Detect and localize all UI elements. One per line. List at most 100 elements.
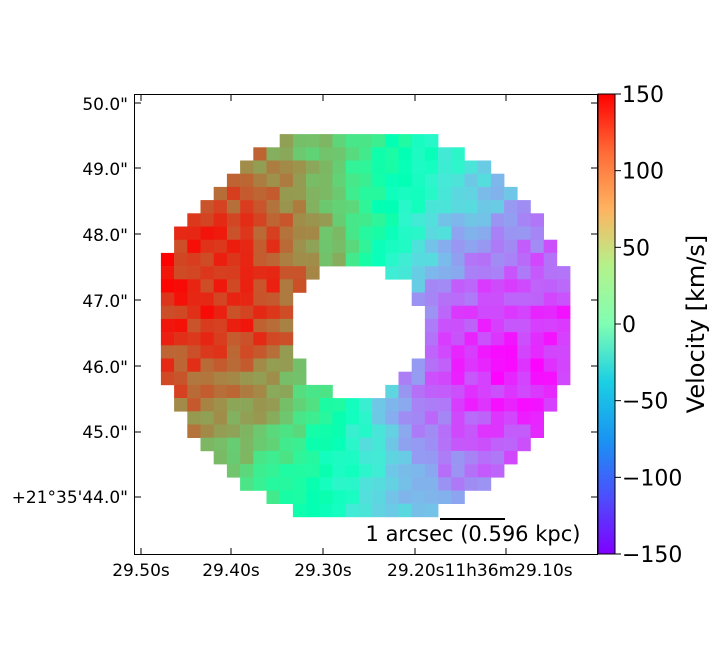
velocity-pixel bbox=[266, 266, 280, 280]
colorbar-tick-label: 100 bbox=[622, 160, 664, 185]
velocity-pixel bbox=[240, 398, 254, 412]
velocity-pixel bbox=[240, 358, 254, 372]
velocity-pixel bbox=[490, 279, 505, 293]
velocity-pixel bbox=[306, 477, 320, 491]
velocity-pixel bbox=[292, 213, 307, 227]
velocity-pixel bbox=[266, 160, 280, 174]
velocity-pixel bbox=[240, 450, 254, 465]
velocity-pixel bbox=[187, 332, 201, 346]
velocity-pixel bbox=[464, 398, 478, 412]
velocity-pixel bbox=[292, 437, 307, 452]
velocity-pixel bbox=[332, 490, 346, 504]
velocity-pixel bbox=[477, 398, 492, 412]
colorbar-title: Velocity [km/s] bbox=[682, 235, 710, 413]
velocity-pixel bbox=[398, 503, 412, 518]
velocity-pixel bbox=[504, 358, 518, 372]
velocity-pixel bbox=[490, 464, 505, 478]
velocity-pixel bbox=[332, 134, 346, 148]
velocity-pixel bbox=[372, 424, 386, 438]
velocity-pixel bbox=[451, 226, 465, 240]
velocity-pixel bbox=[451, 437, 465, 452]
velocity-pixel bbox=[464, 239, 478, 254]
velocity-pixel bbox=[438, 160, 452, 174]
velocity-pixel bbox=[240, 173, 254, 188]
velocity-pixel bbox=[477, 279, 492, 293]
velocity-pixel bbox=[292, 503, 307, 518]
velocity-pixel bbox=[279, 450, 294, 465]
velocity-pixel bbox=[266, 318, 280, 333]
velocity-pixel bbox=[477, 464, 492, 478]
velocity-pixel bbox=[345, 464, 360, 478]
velocity-pixel bbox=[240, 332, 254, 346]
velocity-pixel bbox=[372, 226, 386, 240]
velocity-pixel bbox=[292, 358, 307, 372]
velocity-pixel bbox=[174, 318, 188, 333]
velocity-pixel bbox=[504, 318, 518, 333]
velocity-pixel bbox=[438, 252, 452, 267]
velocity-pixel bbox=[556, 305, 571, 320]
velocity-pixel bbox=[477, 332, 492, 346]
velocity-pixel bbox=[160, 371, 175, 386]
velocity-pixel bbox=[226, 464, 241, 478]
velocity-pixel bbox=[451, 252, 465, 267]
velocity-pixel bbox=[279, 411, 294, 425]
velocity-pixel bbox=[517, 371, 531, 386]
velocity-pixel bbox=[253, 464, 267, 478]
velocity-pixel bbox=[240, 437, 254, 452]
velocity-pixel bbox=[279, 292, 294, 306]
velocity-pixel bbox=[174, 226, 188, 240]
scale-bar-label: 1 arcsec (0.596 kpc) bbox=[366, 522, 581, 546]
velocity-pixel bbox=[200, 292, 214, 306]
velocity-pixel bbox=[438, 239, 452, 254]
velocity-pixel bbox=[160, 332, 175, 346]
velocity-pixel bbox=[477, 266, 492, 280]
velocity-pixel bbox=[358, 213, 373, 227]
velocity-pixel bbox=[253, 160, 267, 174]
velocity-pixel bbox=[530, 292, 544, 306]
velocity-pixel bbox=[504, 213, 518, 227]
velocity-pixel bbox=[266, 226, 280, 240]
velocity-pixel bbox=[213, 186, 228, 201]
velocity-pixel bbox=[543, 266, 558, 280]
velocity-pixel bbox=[411, 503, 426, 518]
velocity-pixel bbox=[187, 398, 201, 412]
velocity-pixel bbox=[530, 332, 544, 346]
velocity-pixel bbox=[292, 450, 307, 465]
velocity-pixel bbox=[279, 186, 294, 201]
velocity-pixel bbox=[424, 411, 439, 425]
velocity-pixel bbox=[438, 384, 452, 399]
velocity-pixel bbox=[451, 266, 465, 280]
velocity-pixel bbox=[530, 384, 544, 399]
velocity-pixel bbox=[240, 279, 254, 293]
velocity-pixel bbox=[451, 200, 465, 214]
velocity-pixel bbox=[345, 490, 360, 504]
velocity-pixel bbox=[451, 477, 465, 491]
velocity-pixel bbox=[490, 252, 505, 267]
velocity-pixel bbox=[451, 450, 465, 465]
velocity-pixel bbox=[226, 173, 241, 188]
velocity-pixel bbox=[266, 305, 280, 320]
velocity-pixel bbox=[240, 345, 254, 359]
velocity-pixel bbox=[187, 384, 201, 399]
velocity-pixel bbox=[253, 147, 267, 161]
velocity-pixel bbox=[266, 345, 280, 359]
velocity-pixel bbox=[226, 239, 241, 254]
velocity-pixel bbox=[266, 384, 280, 399]
velocity-pixel bbox=[292, 134, 307, 148]
velocity-pixel bbox=[477, 345, 492, 359]
velocity-pixel bbox=[240, 266, 254, 280]
velocity-pixel bbox=[477, 358, 492, 372]
x-tick-label: 29.50s bbox=[112, 561, 170, 581]
velocity-pixel bbox=[174, 358, 188, 372]
velocity-pixel bbox=[266, 398, 280, 412]
velocity-pixel bbox=[490, 186, 505, 201]
velocity-pixel bbox=[292, 398, 307, 412]
velocity-pixel bbox=[332, 450, 346, 465]
velocity-pixel bbox=[292, 477, 307, 491]
velocity-pixel bbox=[358, 226, 373, 240]
velocity-pixel bbox=[332, 173, 346, 188]
velocity-pixel bbox=[253, 213, 267, 227]
velocity-pixel bbox=[424, 292, 439, 306]
velocity-pixel bbox=[424, 371, 439, 386]
velocity-pixel bbox=[213, 450, 228, 465]
